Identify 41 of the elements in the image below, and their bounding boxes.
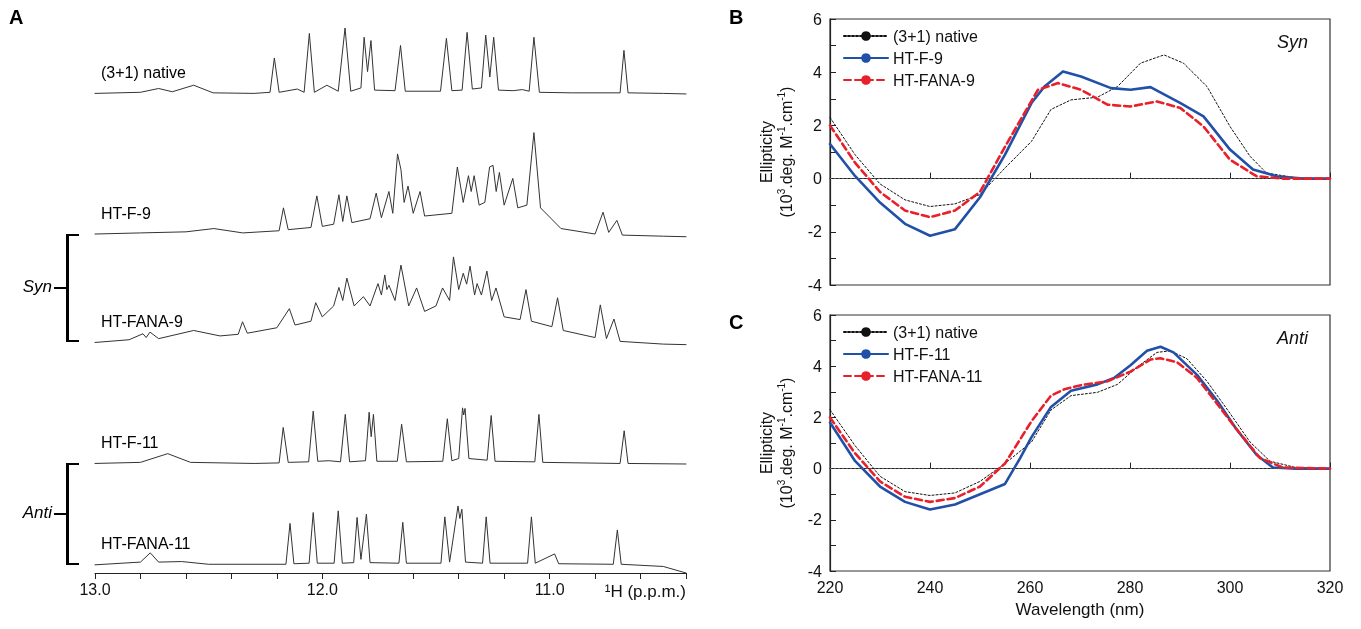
series-label: HT-FANA-11 (101, 535, 191, 553)
y-tick-label: -4 (807, 562, 823, 580)
x-tick-label: 13.0 (79, 580, 111, 598)
y-tick-label: 0 (813, 460, 823, 478)
legend-label: HT-F-9 (893, 49, 943, 67)
annotation: Syn (1276, 32, 1309, 52)
y-tick-label: -2 (807, 223, 823, 241)
text: Syn (21, 277, 52, 298)
chart-title: A (9, 6, 24, 28)
x-tick-label: 320 (1316, 578, 1344, 596)
chart-title: C (729, 311, 744, 333)
y-tick-label: 6 (813, 10, 823, 28)
text: Anti (21, 503, 52, 524)
series-label: HT-FANA-9 (101, 312, 183, 330)
y-tick-label: 2 (813, 408, 823, 426)
x-tick-label: 220 (816, 578, 844, 596)
y-tick-label: 2 (813, 116, 823, 134)
series-label: HT-F-11 (101, 433, 159, 451)
y-tick-label: -2 (807, 511, 823, 529)
x-axis-title: ¹H (p.p.m.) (604, 582, 687, 601)
annotation: Anti (1275, 328, 1309, 348)
x-tick-label: 12.0 (306, 580, 338, 598)
y-tick-label: 6 (813, 306, 823, 324)
series-label: (3+1) native (101, 63, 187, 81)
legend-label: (3+1) native (893, 323, 979, 341)
x-tick-label: 11.0 (534, 580, 565, 598)
legend-label: HT-FANA-11 (893, 367, 983, 385)
chart-title: B (729, 6, 744, 28)
x-tick-label: 300 (1216, 578, 1244, 596)
x-tick-label: 280 (1116, 578, 1144, 596)
y-tick-label: -4 (807, 276, 823, 294)
y-tick-label: 4 (813, 357, 823, 375)
legend-label: (3+1) native (893, 27, 979, 45)
y-tick-label: 0 (813, 170, 823, 188)
x-tick-label: 260 (1016, 578, 1044, 596)
legend-label: HT-FANA-9 (893, 71, 975, 89)
x-tick-label: 240 (916, 578, 944, 596)
series-label: HT-F-9 (101, 204, 151, 222)
x-axis-title: Wavelength (nm) (1015, 600, 1145, 619)
y-tick-label: 4 (813, 63, 823, 81)
legend-label: HT-F-11 (893, 345, 951, 363)
